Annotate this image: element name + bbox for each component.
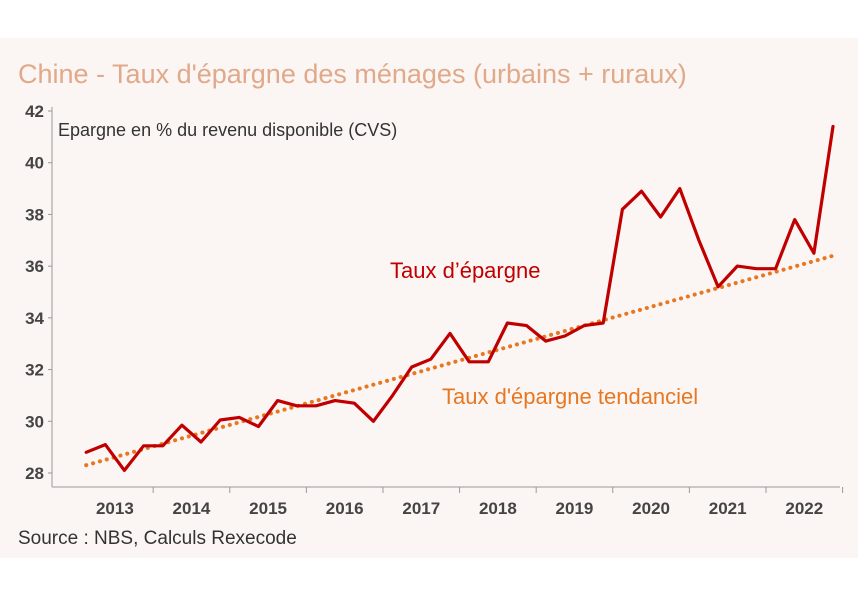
x-tick-label: 2014 [173,499,211,518]
y-tick-label: 28 [25,464,44,483]
y-tick-label: 38 [25,205,44,224]
chart-panel: Chine - Taux d'épargne des ménages (urba… [0,38,858,558]
savings-rate-line [84,124,835,472]
y-axis-ticks: 28 30 32 34 36 38 40 42 [25,102,52,483]
x-tick-label: 2019 [556,499,594,518]
x-tick-label: 2017 [402,499,440,518]
x-tick-label: 2021 [709,499,747,518]
x-axis-ticks: 2013 2014 2015 2016 2017 2018 2019 2020 2021 2022 [96,487,844,518]
x-tick-label: 2020 [632,499,670,518]
y-tick-label: 30 [25,412,44,431]
series-label-taux-epargne: Taux d’épargne [390,258,540,283]
series-label-taux-tendanciel: Taux d'épargne tendanciel [442,384,698,409]
y-tick-label: 36 [25,257,44,276]
x-tick-label: 2016 [326,499,364,518]
y-tick-label: 42 [25,102,44,121]
y-tick-label: 40 [25,154,44,173]
y-tick-label: 32 [25,361,44,380]
y-tick-label: 34 [25,309,44,328]
x-tick-label: 2013 [96,499,134,518]
x-tick-label: 2022 [785,499,823,518]
axes [51,107,840,488]
x-tick-label: 2018 [479,499,517,518]
line-chart: Chine - Taux d'épargne des ménages (urba… [18,59,844,549]
y-axis-label: Epargne en % du revenu disponible (CVS) [58,120,397,140]
x-tick-label: 2015 [249,499,287,518]
source-note: Source : NBS, Calculs Rexecode [18,528,297,549]
trend-line [84,253,835,468]
series-layer [84,124,835,472]
chart-title: Chine - Taux d'épargne des ménages (urba… [18,59,687,89]
